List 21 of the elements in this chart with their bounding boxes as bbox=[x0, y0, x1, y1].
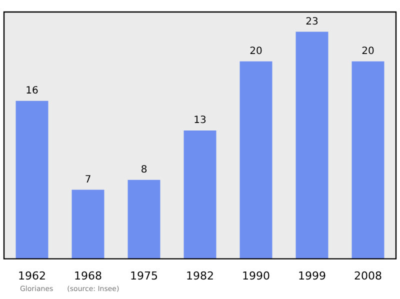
bar bbox=[128, 180, 160, 259]
x-tick-label: 1990 bbox=[242, 269, 270, 282]
x-tick-label: 1962 bbox=[18, 269, 46, 282]
bar bbox=[352, 61, 384, 259]
x-tick-label: 1968 bbox=[74, 269, 102, 282]
x-tick-label: 2008 bbox=[354, 269, 382, 282]
x-tick-label: 1999 bbox=[298, 269, 326, 282]
data-label: 20 bbox=[362, 46, 374, 57]
data-label: 23 bbox=[306, 16, 318, 28]
data-label: 20 bbox=[250, 46, 262, 57]
data-label: 13 bbox=[194, 115, 206, 126]
data-label: 8 bbox=[140, 164, 148, 176]
bar bbox=[16, 100, 48, 259]
x-tick-label: 1975 bbox=[130, 269, 158, 282]
bar bbox=[240, 61, 272, 259]
bar bbox=[184, 130, 216, 259]
x-tick-label: 1982 bbox=[186, 269, 214, 282]
bar bbox=[72, 190, 104, 259]
data-label: 7 bbox=[84, 174, 92, 186]
data-label: 16 bbox=[26, 85, 38, 96]
bar bbox=[296, 32, 328, 259]
